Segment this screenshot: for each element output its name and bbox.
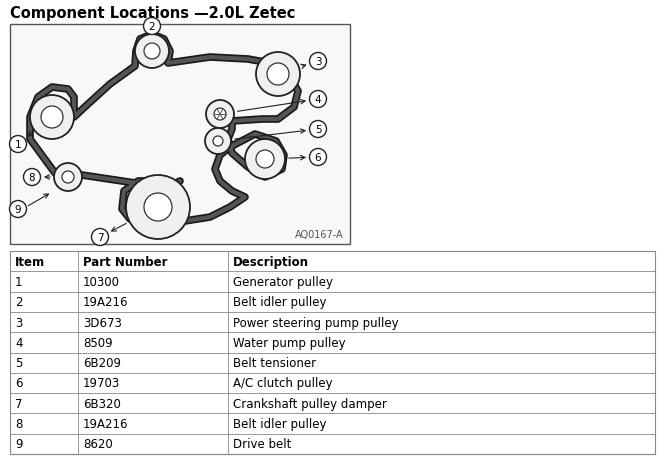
Text: 9: 9 bbox=[15, 437, 23, 450]
Text: Water pump pulley: Water pump pulley bbox=[233, 336, 346, 349]
Text: Power steering pump pulley: Power steering pump pulley bbox=[233, 316, 398, 329]
Circle shape bbox=[245, 140, 285, 179]
Circle shape bbox=[62, 172, 74, 184]
Text: AQ0167-A: AQ0167-A bbox=[295, 230, 344, 240]
Text: 1: 1 bbox=[15, 275, 23, 288]
Circle shape bbox=[309, 53, 327, 70]
Circle shape bbox=[267, 64, 289, 86]
Circle shape bbox=[9, 136, 27, 153]
Circle shape bbox=[41, 107, 63, 129]
Circle shape bbox=[205, 129, 231, 155]
Text: 9: 9 bbox=[15, 205, 21, 214]
Circle shape bbox=[9, 201, 27, 218]
Circle shape bbox=[213, 137, 223, 147]
Text: Drive belt: Drive belt bbox=[233, 437, 291, 450]
Text: Generator pulley: Generator pulley bbox=[233, 275, 333, 288]
Text: 8620: 8620 bbox=[83, 437, 113, 450]
Text: 4: 4 bbox=[315, 95, 321, 105]
Text: 1: 1 bbox=[15, 140, 21, 150]
Circle shape bbox=[23, 169, 41, 186]
Circle shape bbox=[92, 229, 108, 246]
Text: 6: 6 bbox=[15, 377, 23, 390]
Circle shape bbox=[206, 101, 234, 129]
Text: 2: 2 bbox=[15, 296, 23, 308]
Text: 5: 5 bbox=[15, 356, 23, 369]
Text: Crankshaft pulley damper: Crankshaft pulley damper bbox=[233, 397, 387, 410]
Text: A/C clutch pulley: A/C clutch pulley bbox=[233, 377, 332, 390]
Circle shape bbox=[144, 18, 160, 35]
Text: 3: 3 bbox=[315, 57, 321, 67]
Circle shape bbox=[309, 91, 327, 108]
Text: Description: Description bbox=[233, 255, 309, 268]
Circle shape bbox=[309, 149, 327, 166]
Text: 19703: 19703 bbox=[83, 377, 120, 390]
Text: 3: 3 bbox=[15, 316, 23, 329]
Text: 19A216: 19A216 bbox=[83, 296, 128, 308]
Circle shape bbox=[309, 121, 327, 138]
Bar bbox=[10, 252, 655, 454]
Text: 3D673: 3D673 bbox=[83, 316, 122, 329]
Text: Belt idler pulley: Belt idler pulley bbox=[233, 417, 327, 430]
Text: Component Locations —2.0L Zetec: Component Locations —2.0L Zetec bbox=[10, 6, 295, 21]
Text: 6B320: 6B320 bbox=[83, 397, 121, 410]
Circle shape bbox=[30, 96, 74, 140]
Circle shape bbox=[54, 164, 82, 191]
Text: Item: Item bbox=[15, 255, 45, 268]
Text: 8: 8 bbox=[29, 173, 35, 183]
Circle shape bbox=[256, 53, 300, 97]
Circle shape bbox=[126, 176, 190, 240]
Bar bbox=[10, 25, 350, 245]
Circle shape bbox=[144, 194, 172, 222]
Circle shape bbox=[214, 109, 226, 121]
Text: 8: 8 bbox=[15, 417, 23, 430]
Circle shape bbox=[256, 151, 274, 168]
Text: 7: 7 bbox=[15, 397, 23, 410]
Text: 4: 4 bbox=[15, 336, 23, 349]
Text: 5: 5 bbox=[315, 125, 321, 134]
Text: 10300: 10300 bbox=[83, 275, 120, 288]
Circle shape bbox=[135, 35, 169, 69]
Text: Belt tensioner: Belt tensioner bbox=[233, 356, 316, 369]
Text: Belt idler pulley: Belt idler pulley bbox=[233, 296, 327, 308]
Text: 6B209: 6B209 bbox=[83, 356, 121, 369]
Text: 2: 2 bbox=[149, 22, 156, 32]
Text: 19A216: 19A216 bbox=[83, 417, 128, 430]
Text: 8509: 8509 bbox=[83, 336, 112, 349]
Circle shape bbox=[144, 44, 160, 60]
Text: 6: 6 bbox=[315, 153, 321, 162]
Text: 7: 7 bbox=[96, 233, 103, 242]
Text: Part Number: Part Number bbox=[83, 255, 168, 268]
